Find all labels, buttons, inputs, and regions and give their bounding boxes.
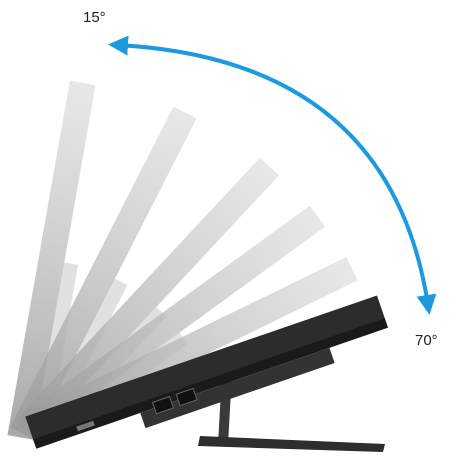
- monitor: [25, 295, 389, 449]
- ghost-panel: [7, 80, 96, 440]
- monitor-edge: [33, 318, 389, 449]
- tilt-arrow: [108, 35, 437, 315]
- min-angle-label: 15°: [83, 9, 106, 26]
- stand-foot: [198, 436, 385, 452]
- monitor-panel: [25, 295, 386, 442]
- button: [76, 420, 95, 432]
- monitor-back: [140, 347, 335, 429]
- port: [175, 387, 198, 407]
- port: [151, 395, 175, 415]
- max-angle-label: 70°: [415, 332, 438, 349]
